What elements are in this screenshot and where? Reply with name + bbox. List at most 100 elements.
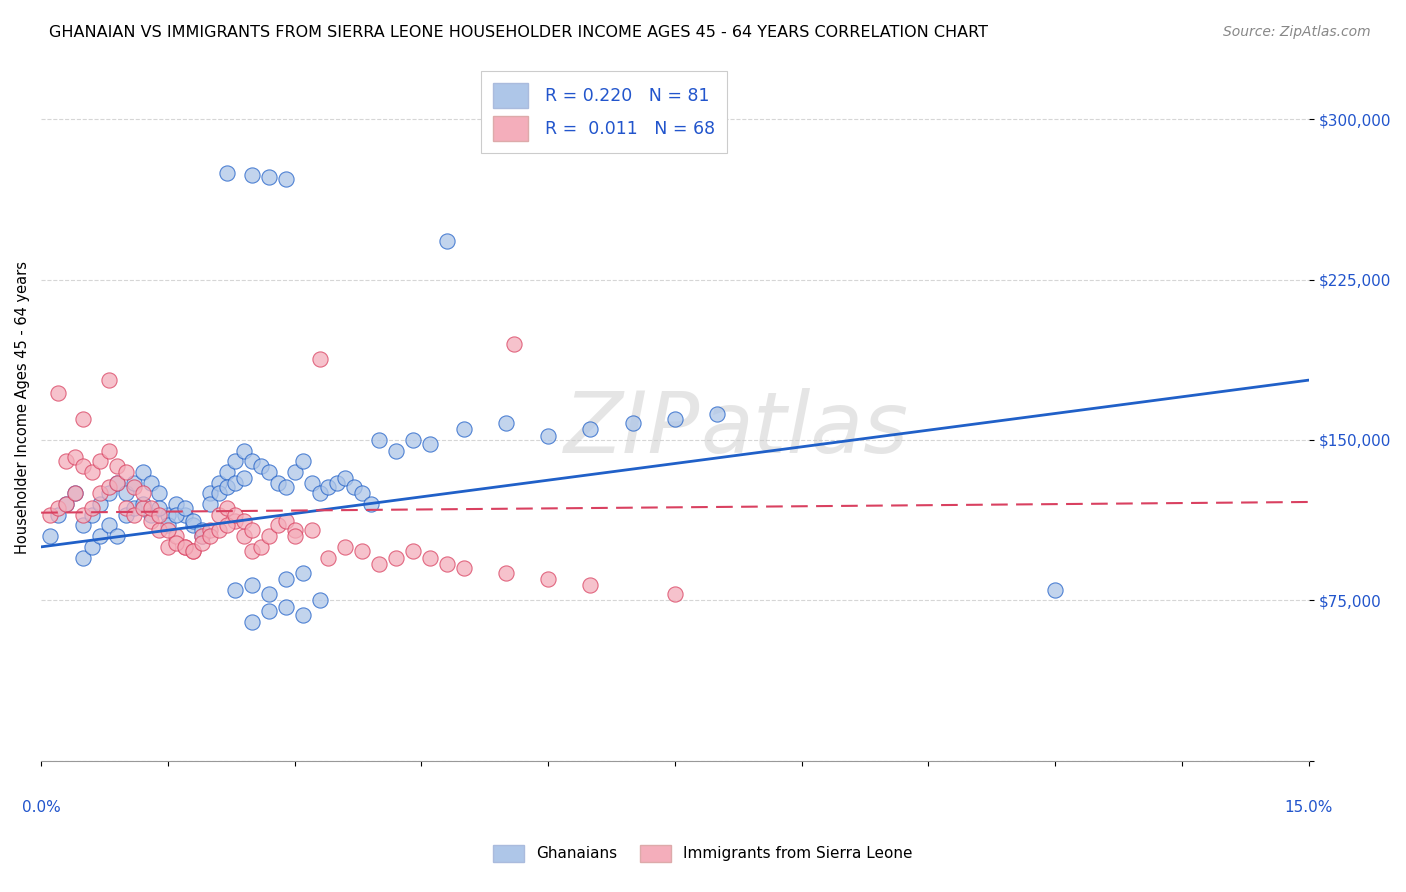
- Legend: R = 0.220   N = 81, R =  0.011   N = 68: R = 0.220 N = 81, R = 0.011 N = 68: [481, 70, 727, 153]
- Point: [139, 475, 162, 490]
- Point: [190, 523, 212, 537]
- Point: [326, 475, 349, 490]
- Point: [335, 540, 357, 554]
- Text: 15.0%: 15.0%: [1285, 799, 1333, 814]
- Text: GHANAIAN VS IMMIGRANTS FROM SIERRA LEONE HOUSEHOLDER INCOME AGES 45 - 64 YEARS C: GHANAIAN VS IMMIGRANTS FROM SIERRA LEONE…: [49, 25, 988, 40]
- Point: [360, 497, 382, 511]
- Point: [215, 518, 238, 533]
- Point: [537, 428, 560, 442]
- Point: [80, 508, 103, 522]
- Point: [402, 433, 425, 447]
- Point: [190, 529, 212, 543]
- Point: [352, 544, 374, 558]
- Point: [89, 497, 111, 511]
- Point: [72, 518, 94, 533]
- Point: [131, 465, 153, 479]
- Point: [242, 454, 264, 468]
- Point: [148, 523, 170, 537]
- Point: [181, 514, 204, 528]
- Point: [259, 604, 281, 618]
- Point: [63, 450, 86, 464]
- Point: [72, 550, 94, 565]
- Point: [318, 480, 340, 494]
- Point: [537, 572, 560, 586]
- Point: [190, 529, 212, 543]
- Point: [173, 508, 195, 522]
- Point: [131, 486, 153, 500]
- Point: [80, 540, 103, 554]
- Point: [579, 578, 602, 592]
- Point: [139, 508, 162, 522]
- Point: [276, 480, 298, 494]
- Point: [122, 501, 145, 516]
- Legend: Ghanaians, Immigrants from Sierra Leone: Ghanaians, Immigrants from Sierra Leone: [488, 838, 918, 868]
- Point: [453, 561, 475, 575]
- Point: [453, 422, 475, 436]
- Point: [89, 529, 111, 543]
- Point: [436, 557, 458, 571]
- Point: [156, 508, 179, 522]
- Point: [97, 480, 120, 494]
- Text: ZIP: ZIP: [564, 387, 700, 471]
- Point: [419, 550, 441, 565]
- Point: [122, 475, 145, 490]
- Point: [250, 540, 273, 554]
- Point: [55, 497, 77, 511]
- Point: [139, 501, 162, 516]
- Point: [38, 508, 60, 522]
- Point: [259, 587, 281, 601]
- Point: [224, 475, 246, 490]
- Point: [385, 443, 408, 458]
- Point: [259, 169, 281, 184]
- Point: [224, 454, 246, 468]
- Point: [309, 593, 332, 607]
- Point: [242, 168, 264, 182]
- Point: [284, 465, 307, 479]
- Point: [72, 508, 94, 522]
- Point: [207, 508, 229, 522]
- Point: [215, 501, 238, 516]
- Point: [131, 501, 153, 516]
- Point: [276, 172, 298, 186]
- Point: [368, 433, 391, 447]
- Point: [292, 608, 315, 623]
- Point: [284, 523, 307, 537]
- Point: [318, 550, 340, 565]
- Point: [503, 336, 526, 351]
- Point: [156, 523, 179, 537]
- Text: atlas: atlas: [700, 387, 908, 471]
- Point: [343, 480, 366, 494]
- Point: [173, 540, 195, 554]
- Point: [335, 471, 357, 485]
- Y-axis label: Householder Income Ages 45 - 64 years: Householder Income Ages 45 - 64 years: [15, 261, 30, 555]
- Point: [181, 544, 204, 558]
- Point: [215, 166, 238, 180]
- Point: [276, 514, 298, 528]
- Point: [105, 529, 128, 543]
- Point: [114, 501, 136, 516]
- Point: [38, 529, 60, 543]
- Point: [198, 529, 221, 543]
- Point: [352, 486, 374, 500]
- Point: [122, 480, 145, 494]
- Point: [131, 497, 153, 511]
- Point: [46, 501, 69, 516]
- Point: [301, 523, 323, 537]
- Point: [105, 475, 128, 490]
- Point: [173, 501, 195, 516]
- Point: [139, 514, 162, 528]
- Point: [706, 407, 728, 421]
- Point: [232, 529, 254, 543]
- Point: [224, 514, 246, 528]
- Point: [242, 544, 264, 558]
- Point: [97, 373, 120, 387]
- Point: [55, 497, 77, 511]
- Point: [114, 486, 136, 500]
- Point: [207, 486, 229, 500]
- Point: [664, 411, 686, 425]
- Point: [80, 465, 103, 479]
- Point: [156, 518, 179, 533]
- Point: [207, 475, 229, 490]
- Point: [224, 508, 246, 522]
- Point: [495, 566, 517, 580]
